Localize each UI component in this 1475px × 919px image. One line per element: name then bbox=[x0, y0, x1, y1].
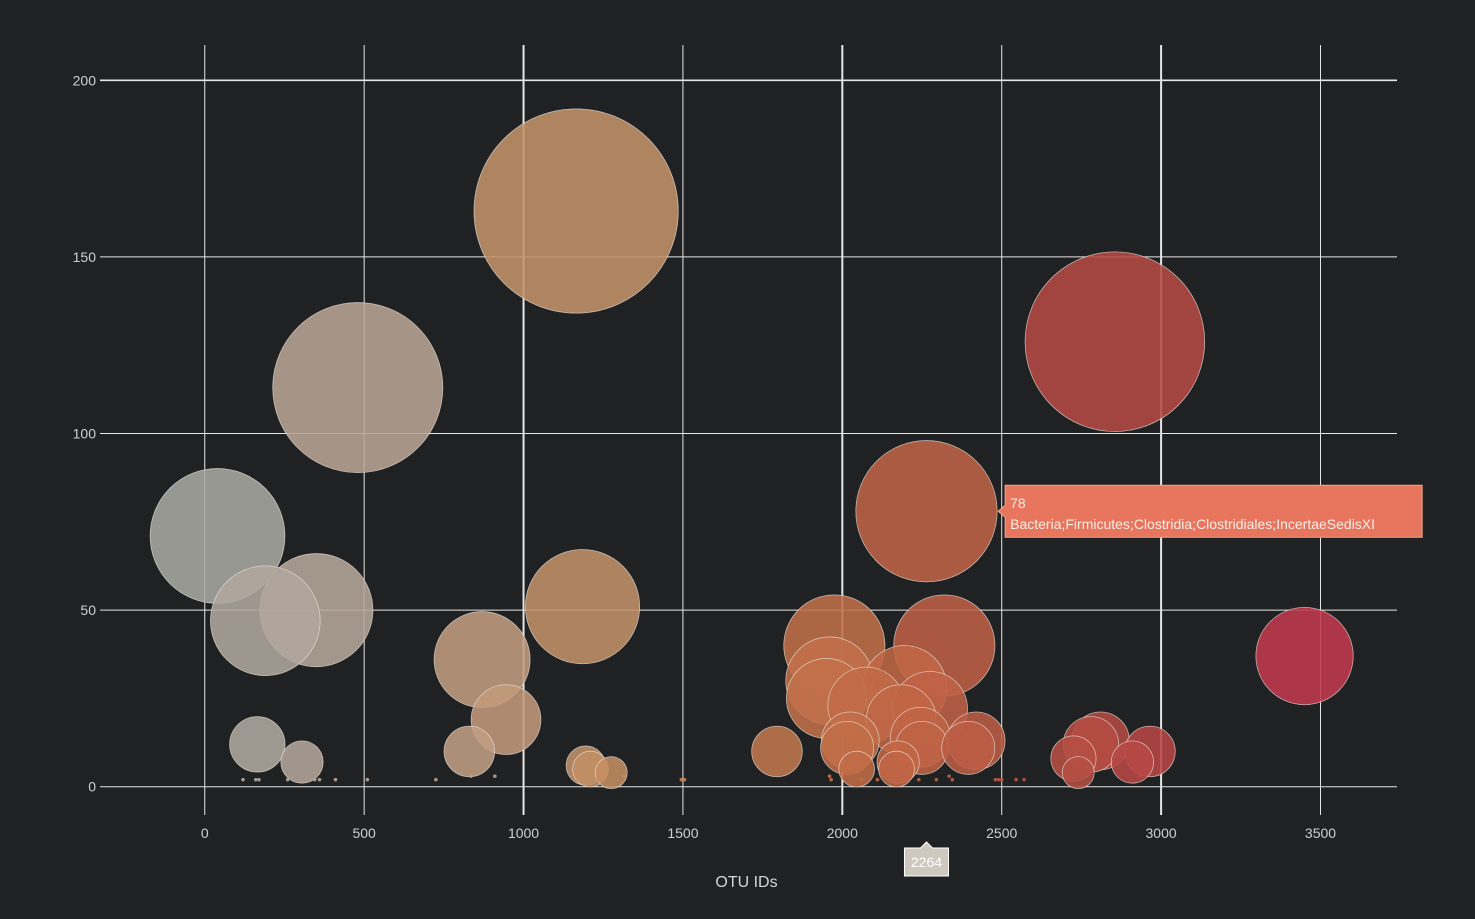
bubble-point[interactable] bbox=[434, 777, 438, 782]
bubble-point[interactable] bbox=[229, 716, 286, 773]
x-tick-label: 2500 bbox=[986, 825, 1017, 841]
bubble-point[interactable] bbox=[829, 777, 833, 782]
bubble-point[interactable] bbox=[1255, 606, 1354, 706]
bubble-point[interactable] bbox=[473, 108, 679, 314]
x-tick-label: 1500 bbox=[667, 825, 698, 841]
bubble-point[interactable] bbox=[878, 750, 915, 788]
bubble-point[interactable] bbox=[272, 302, 444, 474]
bubble-point[interactable] bbox=[682, 777, 687, 782]
y-tick-label: 150 bbox=[73, 249, 97, 265]
bubble-point[interactable] bbox=[1024, 251, 1206, 432]
y-tick-label: 50 bbox=[80, 602, 96, 618]
y-tick-label: 200 bbox=[73, 72, 97, 88]
bubble-point[interactable] bbox=[253, 777, 258, 782]
bubble-point[interactable] bbox=[838, 750, 875, 788]
x-tick-label: 0 bbox=[201, 825, 209, 841]
bubble-point[interactable] bbox=[751, 725, 803, 778]
bubble-point[interactable] bbox=[595, 777, 599, 782]
bubble-point[interactable] bbox=[827, 774, 832, 778]
y-tick-label: 0 bbox=[88, 779, 96, 795]
bubble-point[interactable] bbox=[950, 777, 955, 782]
bubble-point[interactable] bbox=[1022, 777, 1026, 782]
x-tick-label: 3000 bbox=[1146, 825, 1177, 841]
bubble-point[interactable] bbox=[996, 777, 1001, 782]
bubble-point[interactable] bbox=[365, 777, 370, 782]
bubble-point[interactable] bbox=[993, 777, 998, 782]
bubble-point[interactable] bbox=[524, 549, 641, 665]
bubble-point[interactable] bbox=[469, 774, 473, 778]
bubble-point[interactable] bbox=[285, 777, 290, 782]
bubble-point[interactable] bbox=[622, 774, 626, 778]
bubble-point[interactable] bbox=[280, 740, 324, 784]
hover-x-label: 2264 bbox=[911, 854, 942, 870]
bubble-point[interactable] bbox=[312, 777, 317, 782]
bubble-point[interactable] bbox=[855, 440, 998, 583]
bubble-point[interactable] bbox=[679, 777, 684, 782]
bubble-point[interactable] bbox=[210, 565, 321, 676]
bubble-point[interactable] bbox=[901, 777, 905, 782]
bubble-point[interactable] bbox=[934, 777, 939, 782]
data-points[interactable] bbox=[149, 108, 1354, 790]
bubble-point[interactable] bbox=[947, 774, 951, 778]
bubble-point[interactable] bbox=[859, 777, 864, 782]
hover-layer: 78 Bacteria;Firmicutes;Clostridia;Clostr… bbox=[903, 484, 1423, 877]
y-tick-label: 100 bbox=[73, 426, 97, 442]
bubble-point[interactable] bbox=[333, 777, 338, 782]
x-tick-label: 1000 bbox=[508, 825, 539, 841]
bubble-point[interactable] bbox=[594, 756, 628, 790]
bubble-point[interactable] bbox=[575, 777, 580, 782]
bubble-point[interactable] bbox=[899, 774, 904, 778]
bubble-point[interactable] bbox=[999, 777, 1004, 782]
x-tick-label: 2000 bbox=[827, 825, 858, 841]
bubble-point[interactable] bbox=[875, 777, 880, 782]
bubble-point[interactable] bbox=[241, 777, 245, 782]
bubble-point[interactable] bbox=[257, 777, 261, 782]
bubble-point[interactable] bbox=[941, 720, 996, 775]
hover-tooltip-taxonomy: Bacteria;Firmicutes;Clostridia;Clostridi… bbox=[1010, 516, 1375, 532]
x-tick-label: 500 bbox=[352, 825, 376, 841]
bubble-point[interactable] bbox=[917, 777, 921, 782]
bubble-point[interactable] bbox=[443, 725, 496, 778]
bubble-point[interactable] bbox=[1061, 756, 1095, 790]
bubble-point[interactable] bbox=[1138, 774, 1143, 778]
hover-x-label-box bbox=[903, 841, 949, 877]
bubble-point[interactable] bbox=[317, 777, 322, 782]
hover-tooltip-value: 78 bbox=[1010, 495, 1026, 511]
bubble-point[interactable] bbox=[493, 774, 497, 778]
x-axis-title: OTU IDs bbox=[715, 874, 777, 891]
hover-tooltip-box bbox=[997, 484, 1423, 538]
bubble-point[interactable] bbox=[1110, 740, 1154, 784]
tick-labels: 0 500 1000 1500 2000 2500 3000 3500 0 50 100 150 200 bbox=[73, 72, 1337, 841]
x-tick-label: 3500 bbox=[1305, 825, 1336, 841]
bubble-point[interactable] bbox=[1014, 777, 1018, 782]
